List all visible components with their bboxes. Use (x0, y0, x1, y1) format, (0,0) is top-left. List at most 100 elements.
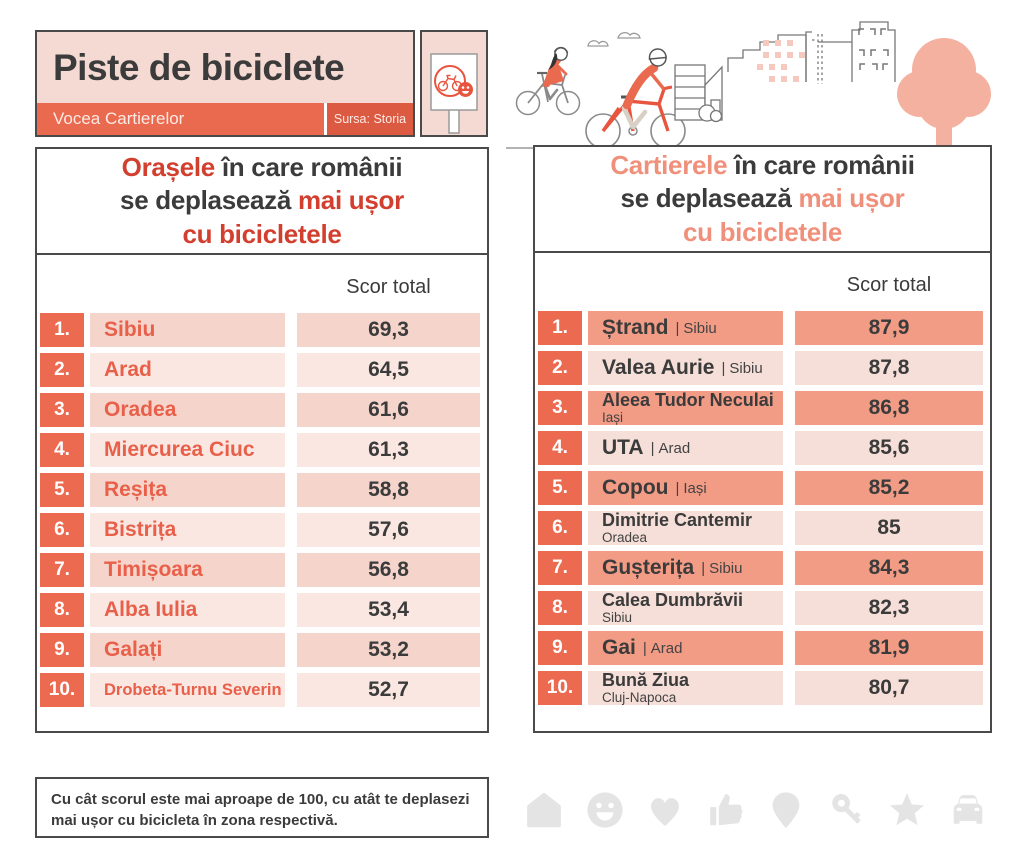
cloud-icon (587, 40, 609, 47)
city-label: |Iași (602, 409, 624, 425)
score-value: 84,3 (795, 551, 983, 585)
home-icon (527, 792, 561, 828)
table-row: 6. Bistrița 57,6 (40, 513, 480, 547)
score-value: 57,6 (297, 513, 480, 547)
cyclist-male-icon (585, 48, 686, 149)
table-row: 8.Calea Dumbrăvii|Sibiu 82,3 (538, 591, 983, 625)
score-value: 81,9 (795, 631, 983, 665)
rank-badge: 4. (40, 433, 84, 467)
header-title-area: Piste de biciclete (37, 32, 413, 103)
neighbourhood-name-cell: UTA | Arad (588, 431, 783, 465)
score-value: 85,2 (795, 471, 983, 505)
city-label: |Sibiu (602, 609, 633, 625)
score-header-row: Scor total (535, 253, 990, 311)
table-row: 7. Gușterița | Sibiu 84,3 (538, 551, 983, 585)
neighbourhood-name-cell: Calea Dumbrăvii|Sibiu (588, 591, 783, 625)
score-value: 80,7 (795, 671, 983, 705)
city-name: Alba Iulia (90, 593, 285, 627)
city-name: Drobeta-Turnu Severin (90, 673, 285, 707)
city-skyline-icon (674, 21, 896, 123)
rank-badge: 2. (538, 351, 582, 385)
title-accent: cu bicicletele (682, 216, 843, 247)
city-name: Bistrița (90, 513, 285, 547)
city-name: Miercurea Ciuc (90, 433, 285, 467)
score-value: 69,3 (297, 313, 480, 347)
rank-badge: 2. (40, 353, 84, 387)
title-text: în care românii (214, 152, 403, 183)
score-value: 86,8 (795, 391, 983, 425)
title-text: se deplasează (620, 183, 799, 214)
city-name: Oradea (90, 393, 285, 427)
neighbourhood-name-cell: Valea Aurie | Sibiu (588, 351, 783, 385)
score-value: 87,8 (795, 351, 983, 385)
methodology-note: Cu cât scorul este mai aproape de 100, c… (35, 777, 489, 838)
rank-badge: 7. (538, 551, 582, 585)
rank-badge: 5. (40, 473, 84, 507)
rank-badge: 9. (538, 631, 582, 665)
amenity-icons-row (522, 786, 990, 834)
table-row: 4. Miercurea Ciuc 61,3 (40, 433, 480, 467)
table-row: 4. UTA | Arad 85,6 (538, 431, 983, 465)
city-label: |Sibiu (721, 359, 763, 377)
table-row: 1. Ștrand | Sibiu 87,9 (538, 311, 983, 345)
heart-icon (651, 798, 680, 827)
title-accent: cu bicicletele (182, 218, 342, 249)
neighbourhoods-table-panel: Cartierele în care românii se deplasează… (533, 145, 992, 733)
city-name: Reșița (90, 473, 285, 507)
page-title: Piste de biciclete (53, 46, 345, 88)
neighbourhood-name-cell: Aleea Tudor Neculai|Iași (588, 391, 783, 425)
table-row: 9. Gai | Arad 81,9 (538, 631, 983, 665)
rank-badge: 6. (538, 511, 582, 545)
cities-table-title: Orașele în care românii se deplasează ma… (37, 149, 487, 255)
rank-badge: 9. (40, 633, 84, 667)
neighbourhood-name-cell: Ștrand | Sibiu (588, 311, 783, 345)
score-value: 64,5 (297, 353, 480, 387)
neighbourhood-name-cell: Gușterița | Sibiu (588, 551, 783, 585)
brand-label: Vocea Cartierelor (37, 103, 324, 135)
city-name: Timișoara (90, 553, 285, 587)
city-label: |Sibiu (675, 319, 717, 337)
cyclist-female-icon (515, 46, 581, 116)
title-accent: mai ușor (798, 183, 905, 214)
rank-badge: 6. (40, 513, 84, 547)
score-value: 61,6 (297, 393, 480, 427)
table-row: 1. Sibiu 69,3 (40, 313, 480, 347)
table-row: 2. Valea Aurie | Sibiu 87,8 (538, 351, 983, 385)
rank-badge: 5. (538, 471, 582, 505)
city-name: Sibiu (90, 313, 285, 347)
header: Piste de biciclete Vocea Cartierelor Sur… (35, 30, 415, 137)
score-value: 82,3 (795, 591, 983, 625)
star-icon (890, 793, 925, 826)
city-label: |Sibiu (701, 559, 743, 577)
score-value: 85 (795, 511, 983, 545)
title-text: se deplasează (120, 185, 298, 216)
rank-badge: 3. (538, 391, 582, 425)
rank-badge: 1. (538, 311, 582, 345)
city-name: Arad (90, 353, 285, 387)
table-row: 3. Oradea 61,6 (40, 393, 480, 427)
rank-badge: 7. (40, 553, 84, 587)
table-row: 2. Arad 64,5 (40, 353, 480, 387)
neighbourhoods-table-title: Cartierele în care românii se deplasează… (535, 147, 990, 253)
table-row: 10. Drobeta-Turnu Severin 52,7 (40, 673, 480, 707)
score-value: 52,7 (297, 673, 480, 707)
rank-badge: 10. (538, 671, 582, 705)
city-label: | Arad (642, 639, 683, 657)
table-row: 7. Timișoara 56,8 (40, 553, 480, 587)
table-row: 8. Alba Iulia 53,4 (40, 593, 480, 627)
city-label: |Oradea (602, 529, 648, 545)
rank-badge: 10. (40, 673, 84, 707)
source-label: Sursa: Storia (327, 103, 413, 135)
title-accent: mai ușor (297, 185, 404, 216)
score-column-header: Scor total (346, 275, 431, 298)
title-text: în care românii (727, 150, 915, 181)
location-pin-icon (772, 792, 800, 828)
title-accent: Orașele (121, 152, 216, 183)
table-row: 5. Copou | Iași 85,2 (538, 471, 983, 505)
cities-rows: 1. Sibiu 69,3 2. Arad 64,5 3. Oradea 61,6 4. Mi… (37, 313, 487, 707)
table-row: 5. Reșița 58,8 (40, 473, 480, 507)
score-value: 58,8 (297, 473, 480, 507)
neighbourhood-name-cell: Dimitrie Cantemir|Oradea (588, 511, 783, 545)
score-column-header: Scor total (846, 273, 932, 296)
